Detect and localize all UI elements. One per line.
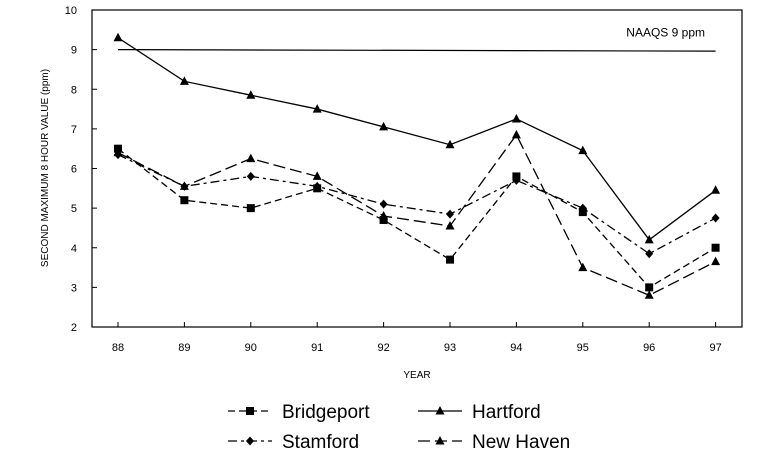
point-stamford-94 (512, 175, 521, 185)
x-tick-label-95: 95 (577, 342, 589, 354)
point-new-haven-94 (511, 129, 521, 139)
point-new-haven-89 (179, 181, 189, 190)
y-axis-title: SECOND MAXIMUM 8 HOUR VALUE (ppm) (40, 69, 51, 267)
y-tick-label-5: 5 (71, 203, 77, 215)
legend-item-hartford: Hartford (418, 402, 541, 423)
legend-label-stamford: Stamford (282, 432, 359, 453)
point-hartford-92 (379, 121, 389, 131)
point-hartford-93 (445, 139, 455, 149)
y-tick-label-10: 10 (65, 5, 77, 17)
point-new-haven-88 (113, 147, 123, 157)
point-bridgeport-96 (645, 283, 654, 292)
legend-label-new-haven: New Haven (472, 432, 570, 453)
point-new-haven-92 (379, 211, 389, 220)
point-new-haven-91 (312, 171, 322, 180)
point-bridgeport-90 (246, 204, 255, 213)
point-hartford-90 (246, 90, 256, 99)
x-tick-label-97: 97 (709, 342, 721, 354)
point-hartford-96 (644, 234, 654, 244)
point-new-haven-97 (711, 256, 721, 266)
point-stamford-95 (578, 203, 587, 213)
series-hartford (113, 32, 721, 244)
y-tick-label-4: 4 (71, 243, 77, 255)
y-tick-label-2: 2 (71, 322, 77, 334)
legend-marker-hartford (435, 406, 445, 415)
y-tick-label-8: 8 (71, 84, 77, 96)
point-bridgeport-97 (711, 243, 720, 252)
y-tick-label-7: 7 (71, 124, 77, 136)
legend-item-new-haven: New Haven (418, 432, 570, 453)
series-line-hartford (117, 37, 716, 241)
point-bridgeport-92 (379, 216, 388, 225)
series-new-haven (113, 129, 721, 299)
point-new-haven-95 (578, 262, 588, 272)
point-hartford-88 (113, 32, 123, 42)
point-stamford-93 (446, 209, 454, 219)
legend-marker-new-haven (435, 436, 445, 445)
legend-marker-stamford (246, 436, 254, 446)
point-new-haven-96 (644, 290, 654, 299)
series-line-bridgeport (117, 148, 716, 289)
point-bridgeport-89 (180, 196, 189, 205)
point-bridgeport-93 (446, 255, 454, 264)
legend-item-bridgeport: Bridgeport (228, 402, 370, 423)
x-tick-label-96: 96 (643, 342, 655, 354)
point-stamford-90 (246, 171, 255, 181)
legend-label-hartford: Hartford (472, 402, 541, 423)
x-axis-title: YEAR (403, 370, 430, 381)
x-tick-label-89: 89 (178, 342, 190, 354)
x-tick-label-88: 88 (112, 342, 124, 354)
y-tick-label-3: 3 (71, 282, 77, 294)
point-hartford-97 (711, 185, 721, 194)
naaqs-reference-line (117, 49, 716, 52)
point-new-haven-90 (246, 153, 256, 163)
naaqs-label: NAAQS 9 ppm (626, 26, 705, 40)
point-stamford-97 (711, 213, 720, 223)
point-hartford-94 (511, 113, 521, 123)
legend-label-bridgeport: Bridgeport (282, 402, 370, 423)
point-hartford-91 (312, 104, 322, 113)
x-tick-label-90: 90 (245, 342, 257, 354)
legend-marker-bridgeport (246, 407, 254, 415)
plot-frame (91, 9, 743, 328)
x-tick-label-92: 92 (377, 342, 389, 354)
point-new-haven-93 (445, 220, 455, 230)
y-tick-label-9: 9 (71, 45, 77, 57)
x-tick-label-91: 91 (311, 342, 323, 354)
point-stamford-96 (645, 249, 654, 259)
legend-item-stamford: Stamford (228, 432, 359, 453)
y-tick-label-6: 6 (71, 164, 77, 176)
point-stamford-91 (313, 181, 322, 191)
x-tick-label-93: 93 (444, 342, 456, 354)
series-stamford (114, 150, 720, 259)
point-hartford-95 (578, 145, 588, 155)
series-line-new-haven (117, 133, 716, 297)
point-stamford-92 (379, 199, 388, 209)
series-bridgeport (114, 144, 720, 292)
x-tick-label-94: 94 (510, 342, 522, 354)
point-hartford-89 (179, 76, 189, 85)
series-line-stamford (117, 154, 716, 255)
legend: Bridgeport Hartford Stamford New Haven (228, 402, 570, 453)
